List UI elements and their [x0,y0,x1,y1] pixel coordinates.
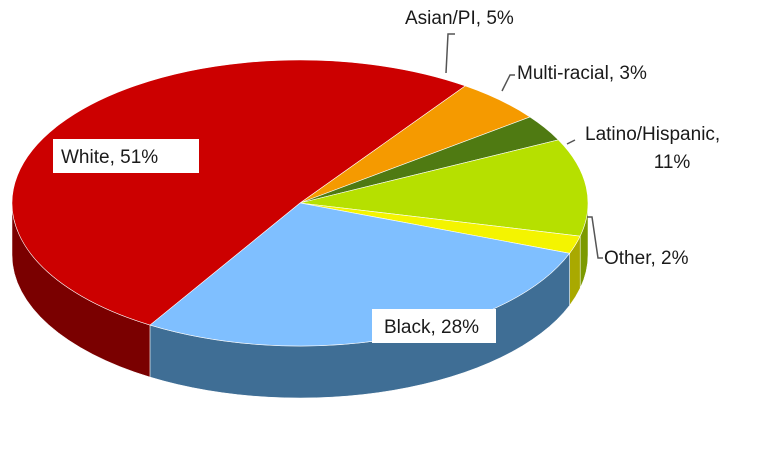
pie-side-walls [11,202,589,399]
data-label-asian-pi: Asian/PI, 5% [405,8,514,29]
leader-other [587,216,603,259]
leader-latino-hispanic [566,139,576,145]
data-labels: Asian/PI, 5% Multi-racial, 3% Latino/Hispa… [53,8,720,343]
leader-asian-pi [445,33,455,74]
label-box-black [372,309,496,343]
data-label-black: Black, 28% [384,317,479,338]
slice-latino-hispanic [299,139,589,237]
data-label-multi-racial: Multi-racial, 3% [517,63,647,84]
data-label-other: Other, 2% [604,248,689,269]
leader-multi-racial [501,74,515,92]
label-box-white [53,139,199,173]
slice-white [11,59,466,326]
data-label-latino-hispanic-line-1: Latino/Hispanic, [585,124,720,145]
pie-slices [11,59,589,347]
leader-lines [445,33,603,259]
data-label-latino-hispanic-line-2: 11% [654,152,691,173]
data-label-white: White, 51% [61,147,158,168]
